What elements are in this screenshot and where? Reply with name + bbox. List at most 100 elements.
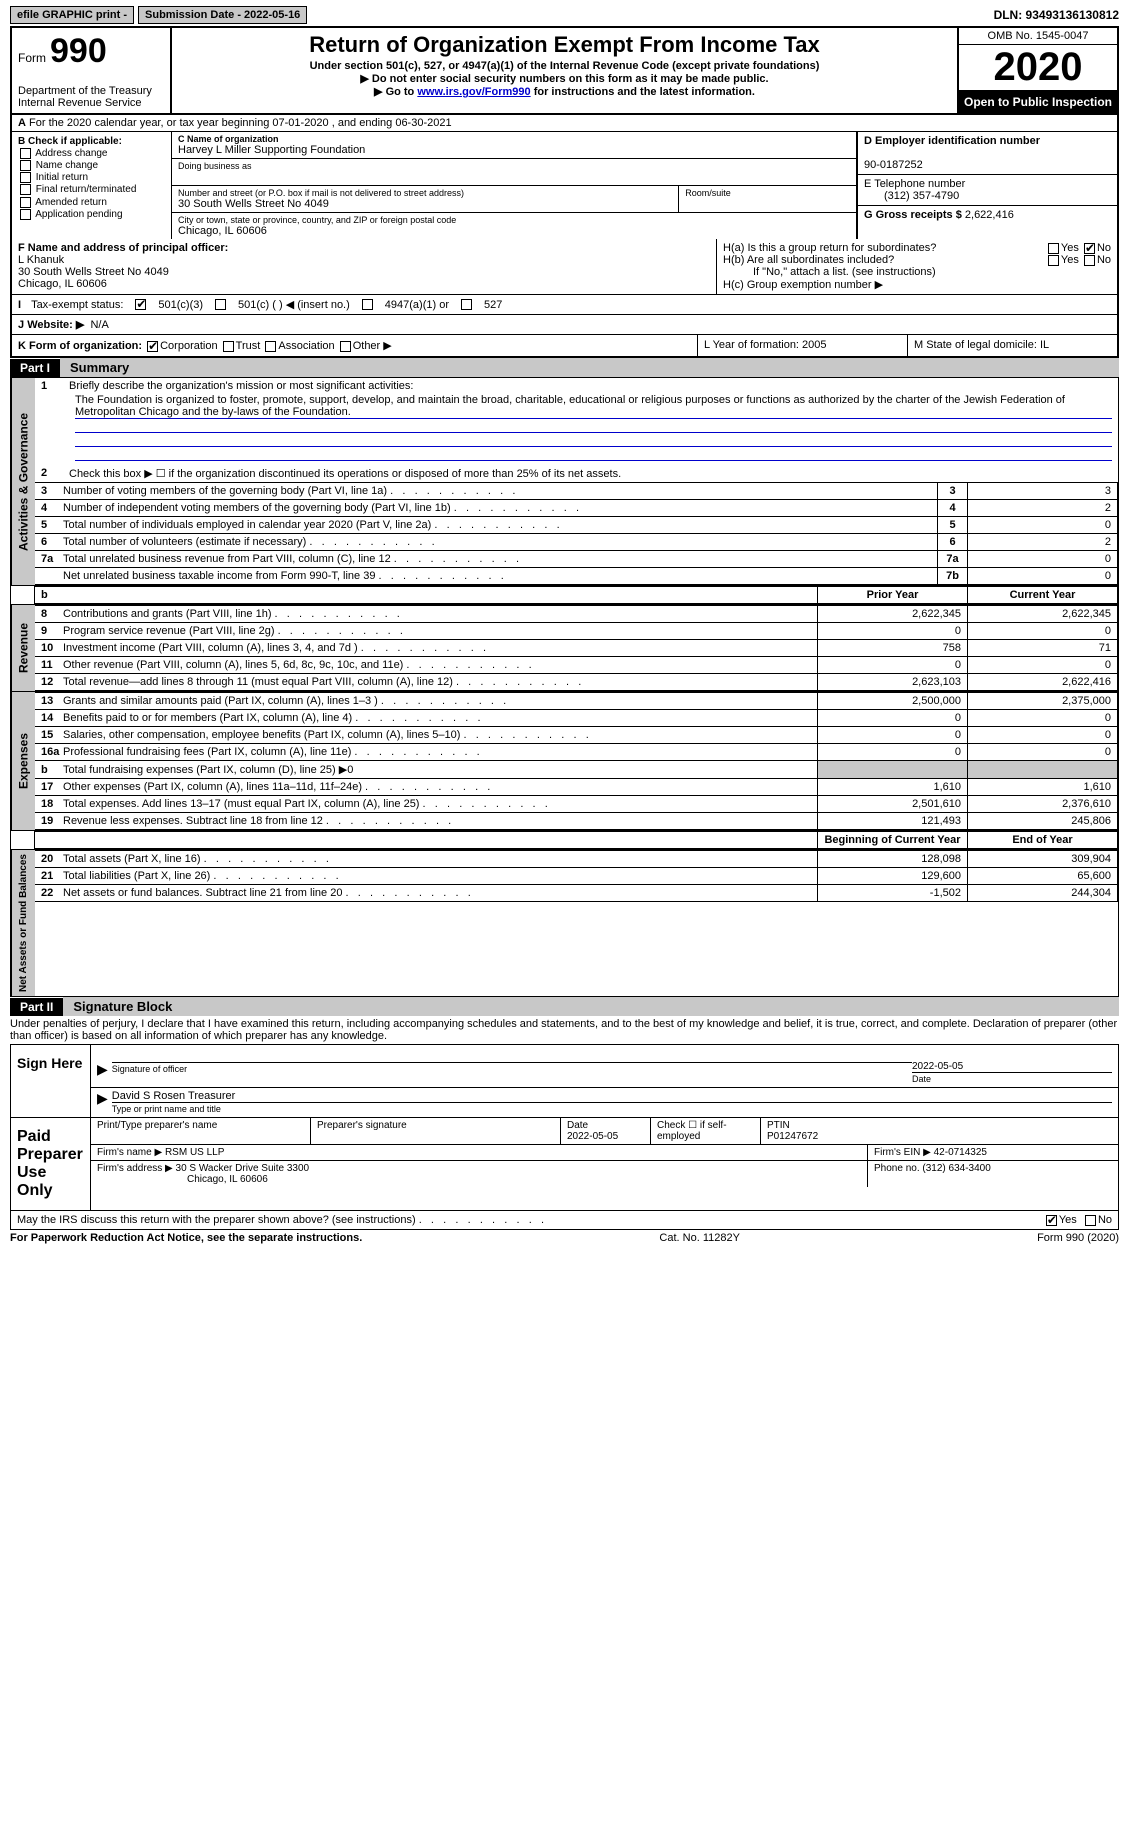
current-year-header: Current Year — [968, 587, 1118, 604]
c-name-label: C Name of organization — [178, 134, 279, 144]
checkbox[interactable] — [20, 148, 31, 159]
sig-date-label: Date — [912, 1074, 931, 1084]
revenue-tab: Revenue — [11, 605, 35, 691]
phone-value: (312) 357-4790 — [864, 190, 959, 202]
firm-ein-label: Firm's EIN ▶ — [874, 1147, 931, 1158]
page-title: Return of Organization Exempt From Incom… — [180, 32, 949, 58]
firm-city: Chicago, IL 60606 — [97, 1174, 268, 1185]
firm-name: RSM US LLP — [165, 1147, 224, 1158]
tax-status-label: Tax-exempt status: — [31, 299, 123, 311]
phone-label: E Telephone number — [864, 178, 965, 190]
ptin-label: PTIN — [767, 1120, 790, 1131]
preparer-name-label: Print/Type preparer's name — [97, 1120, 217, 1131]
part1-tab: Part I — [10, 359, 60, 377]
state-domicile: M State of legal domicile: IL — [907, 335, 1117, 356]
officer-addr1: 30 South Wells Street No 4049 — [18, 266, 169, 278]
527-checkbox[interactable] — [461, 299, 472, 310]
part1-title: Summary — [60, 358, 1119, 377]
hb-no-checkbox[interactable] — [1084, 255, 1095, 266]
dba-label: Doing business as — [178, 161, 850, 171]
4947-checkbox[interactable] — [362, 299, 373, 310]
part2-title: Signature Block — [63, 997, 1119, 1016]
checkbox[interactable] — [20, 172, 31, 183]
sign-date: 2022-05-05 — [912, 1061, 1112, 1073]
501c3-checkbox[interactable] — [135, 299, 146, 310]
ha-yes-checkbox[interactable] — [1048, 243, 1059, 254]
row-a-text: For the 2020 calendar year, or tax year … — [29, 117, 452, 129]
checkbox[interactable] — [20, 184, 31, 195]
501c-checkbox[interactable] — [215, 299, 226, 310]
form990-link[interactable]: www.irs.gov/Form990 — [417, 86, 530, 98]
omb-number: OMB No. 1545-0047 — [959, 28, 1117, 45]
expenses-tab: Expenses — [11, 692, 35, 830]
prior-year-header: Prior Year — [818, 587, 968, 604]
sign-here-label: Sign Here — [11, 1045, 91, 1117]
ha-label: H(a) Is this a group return for subordin… — [723, 242, 1034, 254]
governance-tab: Activities & Governance — [11, 378, 35, 585]
checkbox[interactable] — [20, 209, 31, 220]
end-year-header: End of Year — [968, 832, 1118, 849]
address: 30 South Wells Street No 4049 — [178, 198, 672, 210]
year-formation: L Year of formation: 2005 — [697, 335, 907, 356]
officer-addr2: Chicago, IL 60606 — [18, 278, 107, 290]
hc-label: H(c) Group exemption number ▶ — [723, 278, 1111, 291]
firm-phone-label: Phone no. — [874, 1163, 920, 1174]
firm-addr-label: Firm's address ▶ — [97, 1163, 173, 1174]
firm-name-label: Firm's name ▶ — [97, 1147, 162, 1158]
website-label: Website: ▶ — [27, 319, 84, 331]
instruction-2: ▶ Go to www.irs.gov/Form990 for instruct… — [180, 85, 949, 98]
addr-label: Number and street (or P.O. box if mail i… — [178, 188, 672, 198]
preparer-date-label: Date — [567, 1120, 588, 1131]
beginning-year-header: Beginning of Current Year — [818, 832, 968, 849]
form-org-label: K Form of organization: — [18, 340, 142, 352]
netassets-tab: Net Assets or Fund Balances — [11, 850, 35, 996]
paperwork-notice: For Paperwork Reduction Act Notice, see … — [10, 1232, 362, 1244]
line2-text: Check this box ▶ ☐ if the organization d… — [69, 467, 1112, 480]
discuss-yes-checkbox[interactable] — [1046, 1215, 1057, 1226]
gross-receipts-value: 2,622,416 — [965, 209, 1014, 221]
ha-no-checkbox[interactable] — [1084, 243, 1095, 254]
hb-yes-checkbox[interactable] — [1048, 255, 1059, 266]
hb-note: If "No," attach a list. (see instruction… — [723, 266, 1111, 278]
form-label: Form — [18, 51, 46, 65]
mission-lead: Briefly describe the organization's miss… — [69, 380, 1112, 392]
mission-text: The Foundation is organized to foster, p… — [75, 394, 1112, 419]
instruction-1: ▶ Do not enter social security numbers o… — [180, 72, 949, 85]
ein-label: D Employer identification number — [864, 135, 1040, 147]
preparer-date: 2022-05-05 — [567, 1131, 618, 1142]
city-label: City or town, state or province, country… — [178, 215, 850, 225]
checkbox[interactable] — [20, 160, 31, 171]
website-value: N/A — [90, 319, 108, 331]
efile-print-button[interactable]: efile GRAPHIC print - — [10, 6, 134, 24]
cat-number: Cat. No. 11282Y — [659, 1232, 740, 1244]
arrow-icon: ▶ — [97, 1061, 108, 1085]
ein-value: 90-0187252 — [864, 159, 923, 171]
officer-label: F Name and address of principal officer: — [18, 242, 228, 254]
tax-year: 2020 — [959, 45, 1117, 91]
part2-tab: Part II — [10, 998, 63, 1016]
hb-label: H(b) Are all subordinates included? — [723, 254, 1034, 266]
department-label: Department of the Treasury Internal Reve… — [18, 85, 164, 109]
open-to-public: Open to Public Inspection — [959, 91, 1117, 113]
form-number: 990 — [50, 32, 107, 71]
paid-preparer-label: Paid Preparer Use Only — [11, 1118, 91, 1210]
ptin-value: P01247672 — [767, 1131, 818, 1142]
org-name: Harvey L Miller Supporting Foundation — [178, 144, 850, 156]
preparer-sig-label: Preparer's signature — [317, 1120, 407, 1131]
officer-name: L Khanuk — [18, 254, 64, 266]
assoc-checkbox[interactable] — [265, 341, 276, 352]
discuss-no-checkbox[interactable] — [1085, 1215, 1096, 1226]
subtitle: Under section 501(c), 527, or 4947(a)(1)… — [180, 60, 949, 72]
officer-signature-name: David S Rosen Treasurer — [112, 1090, 1112, 1103]
trust-checkbox[interactable] — [223, 341, 234, 352]
corp-checkbox[interactable] — [147, 341, 158, 352]
form-footer: Form 990 (2020) — [1037, 1232, 1119, 1244]
penalties-text: Under penalties of perjury, I declare th… — [10, 1016, 1119, 1044]
submission-date-button[interactable]: Submission Date - 2022-05-16 — [138, 6, 307, 24]
firm-ein: 42-0714325 — [934, 1147, 987, 1158]
checkbox[interactable] — [20, 197, 31, 208]
other-checkbox[interactable] — [340, 341, 351, 352]
dln-label: DLN: 93493136130812 — [994, 8, 1119, 22]
firm-phone: (312) 634-3400 — [922, 1163, 990, 1174]
arrow-icon: ▶ — [97, 1090, 108, 1115]
